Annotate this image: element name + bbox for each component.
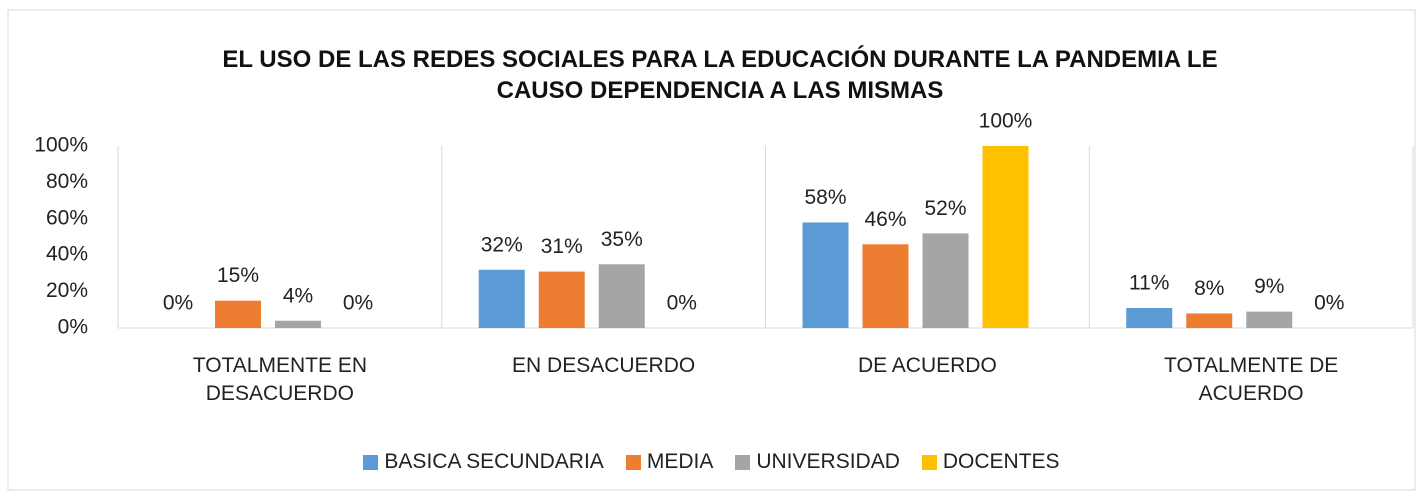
legend-swatch (735, 454, 751, 470)
data-label: 4% (283, 284, 313, 307)
legend-label: MEDIA (646, 450, 714, 473)
x-tick-label: DE ACUERDO (857, 354, 997, 377)
legend-item: DOCENTES (921, 450, 1060, 474)
y-tick-label: 60% (46, 206, 88, 229)
data-label: 0% (1314, 292, 1344, 315)
chart-border (7, 9, 1416, 491)
bar (538, 271, 585, 328)
data-label: 9% (1254, 275, 1284, 298)
chart-title: EL USO DE LAS REDES SOCIALES PARA LA EDU… (222, 46, 1218, 104)
data-label: 52% (924, 197, 966, 220)
bar (982, 146, 1029, 328)
bar (1186, 313, 1233, 328)
legend-label: BASICA SECUNDARIA (384, 450, 604, 473)
legend-item: BASICA SECUNDARIA (363, 450, 604, 474)
data-label: 100% (979, 110, 1033, 133)
data-label: 35% (601, 228, 643, 251)
data-label: 15% (217, 264, 259, 287)
bar (478, 269, 525, 328)
legend-swatch (921, 454, 937, 470)
data-label: 0% (667, 292, 697, 315)
data-label: 58% (804, 186, 846, 209)
legend-swatch (363, 454, 379, 470)
data-label: 46% (864, 208, 906, 231)
bar (1126, 307, 1173, 328)
x-tick-label: TOTALMENTE DE ACUERDO (1164, 354, 1339, 405)
x-tick-label: TOTALMENTE EN DESACUERDO (192, 354, 367, 405)
bar (802, 222, 849, 328)
y-tick-label: 0% (58, 316, 88, 339)
y-tick-label: 80% (46, 170, 88, 193)
y-tick-label: 100% (34, 134, 88, 157)
data-label: 8% (1194, 277, 1224, 300)
y-tick-label: 20% (46, 279, 88, 302)
data-label: 0% (163, 292, 193, 315)
bar (215, 300, 261, 328)
bar (598, 264, 645, 328)
legend: BASICA SECUNDARIA MEDIA UNIVERSIDAD DOCENTE… (0, 450, 1423, 474)
bar (275, 320, 321, 328)
data-label: 31% (541, 235, 583, 258)
data-label: 11% (1129, 272, 1169, 295)
legend-label: DOCENTES (942, 450, 1060, 473)
data-label: 32% (481, 233, 523, 256)
bar (862, 244, 909, 328)
x-tick-label: EN DESACUERDO (512, 354, 696, 377)
bar (1246, 311, 1293, 328)
data-label: 0% (343, 292, 373, 315)
legend-label: UNIVERSIDAD (756, 450, 900, 473)
legend-item: MEDIA (625, 450, 714, 474)
bar (922, 233, 969, 328)
y-tick-label: 40% (46, 243, 88, 266)
legend-swatch (625, 454, 641, 470)
legend-item: UNIVERSIDAD (735, 450, 900, 474)
